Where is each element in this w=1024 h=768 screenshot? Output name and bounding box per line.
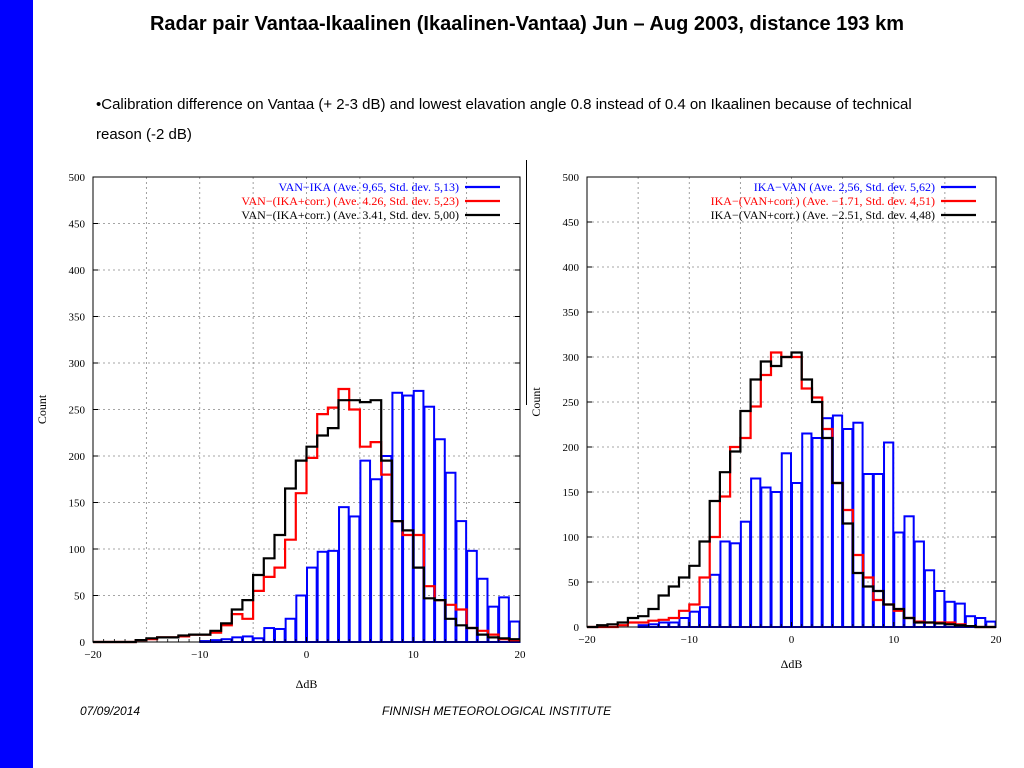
y-tick-label: 400	[563, 262, 580, 274]
legend-label: VAN−(IKA+corr.) (Ave. 3.41, Std. dev. 5,…	[241, 208, 459, 222]
right-bar	[780, 452, 793, 628]
y-axis-label: Count	[35, 394, 49, 424]
right-bar	[709, 573, 721, 628]
y-tick-label: 100	[69, 544, 86, 556]
y-tick-label: 0	[80, 637, 86, 649]
right-bar	[729, 542, 741, 628]
right-bar	[862, 473, 874, 628]
right-series-line-2	[587, 351, 996, 629]
right-bar	[923, 569, 936, 628]
x-tick-label: −20	[84, 649, 102, 661]
y-tick-label: 0	[574, 622, 580, 634]
y-tick-label: 350	[563, 307, 580, 319]
y-tick-label: 50	[568, 577, 580, 589]
legend-label: VAN−IKA (Ave. 9,65, Std. dev. 5,13)	[278, 180, 459, 194]
right-bar	[893, 531, 905, 628]
right-bar	[852, 421, 864, 629]
legend-label: IKA−VAN (Ave. 2,56, Std. dev. 5,62)	[754, 180, 935, 194]
y-tick-label: 200	[563, 442, 580, 454]
x-tick-label: −10	[191, 649, 209, 661]
y-tick-label: 250	[69, 405, 86, 417]
right-bar	[668, 621, 680, 628]
legend-label: IKA−(VAN+corr.) (Ave. −2.51, Std. dev. 4…	[711, 208, 935, 222]
right-bar	[801, 432, 813, 628]
y-tick-label: 450	[563, 217, 580, 229]
right-bar	[719, 540, 731, 628]
x-tick-label: 20	[991, 634, 1003, 646]
y-axis-label: Count	[529, 387, 543, 417]
right-bar	[913, 540, 925, 628]
y-tick-label: 150	[69, 498, 86, 510]
footer-organization: FINNISH METEOROLOGICAL INSTITUTE	[382, 704, 612, 718]
right-bar	[760, 486, 772, 628]
x-tick-label: 20	[515, 649, 527, 661]
right-bar	[698, 606, 711, 629]
x-tick-label: 10	[888, 634, 900, 646]
right-bar	[975, 617, 987, 628]
y-tick-label: 300	[69, 358, 86, 370]
divider-line	[526, 160, 527, 405]
x-axis-label: ΔdB	[296, 677, 318, 691]
x-axis-label: ΔdB	[781, 657, 803, 671]
right-bar	[842, 428, 854, 628]
y-tick-label: 500	[69, 172, 86, 184]
slide-title: Radar pair Vantaa-Ikaalinen (Ikaalinen-V…	[149, 13, 904, 35]
left-series-line-2	[93, 399, 520, 644]
y-tick-label: 250	[563, 397, 580, 409]
right-bar	[903, 515, 915, 628]
right-bar	[811, 437, 823, 628]
y-tick-label: 450	[69, 219, 86, 231]
right-bar	[770, 491, 782, 628]
x-tick-label: 0	[304, 649, 310, 661]
histogram-chart-left: 0 50 100 150 200 250 300 350 400 450 500 −20 −10 0 10 2…	[35, 172, 527, 691]
right-bar	[872, 473, 885, 628]
legend-label: VAN−(IKA+corr.) (Ave. 4.26, Std. dev. 5,…	[241, 194, 459, 208]
x-tick-label: −10	[681, 634, 699, 646]
x-tick-label: −20	[578, 634, 596, 646]
y-tick-label: 200	[69, 451, 86, 463]
right-bar	[821, 417, 833, 629]
legend-label: IKA−(VAN+corr.) (Ave. −1.71, Std. dev. 4…	[711, 194, 935, 208]
y-tick-label: 400	[69, 265, 86, 277]
y-tick-label: 350	[69, 312, 86, 324]
y-tick-label: 150	[563, 487, 580, 499]
y-tick-label: 100	[563, 532, 580, 544]
footer-date: 07/09/2014	[80, 704, 141, 718]
histogram-chart-right: 0 50 100 150 200 250 300 350 400 450 500 −20 −10 0 10 2…	[529, 172, 1003, 671]
x-tick-label: 0	[789, 634, 795, 646]
y-tick-label: 300	[563, 352, 580, 364]
sidebar-accent-bar	[0, 0, 33, 768]
right-bar	[678, 617, 690, 628]
slide-bullet-text: •Calibration difference on Vantaa (+ 2-3…	[96, 96, 912, 143]
right-bar	[791, 482, 803, 628]
x-tick-label: 10	[408, 649, 420, 661]
right-bar	[883, 441, 895, 628]
y-tick-label: 50	[74, 591, 86, 603]
right-bar	[688, 610, 700, 629]
right-bar	[658, 621, 670, 628]
right-bar	[739, 520, 752, 629]
y-tick-label: 500	[563, 172, 580, 184]
right-bar	[750, 477, 762, 628]
